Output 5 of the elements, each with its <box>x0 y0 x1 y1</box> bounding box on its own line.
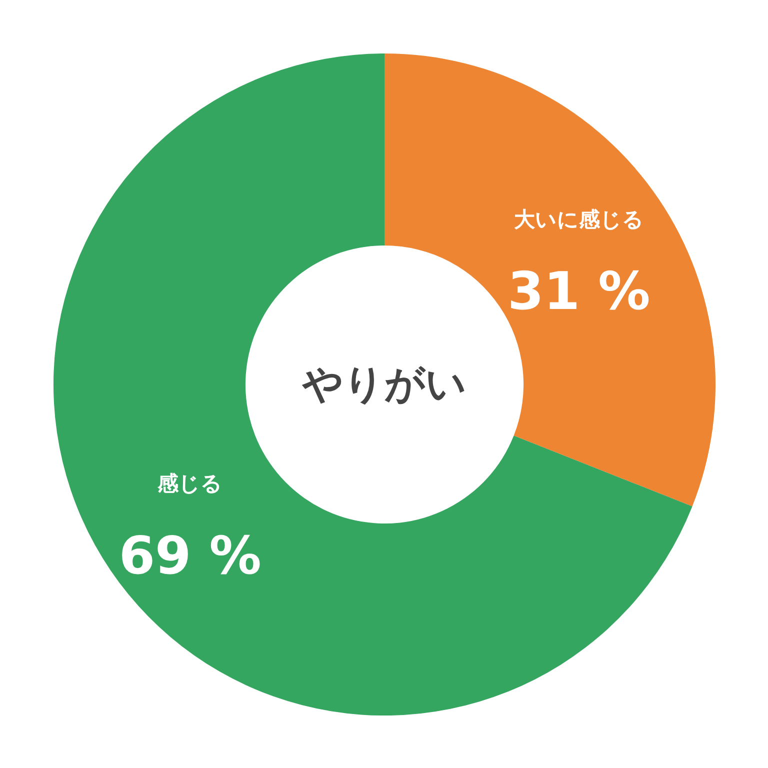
slice-label: 大いに感じる <box>514 207 644 232</box>
data-label: 69 % <box>118 526 262 586</box>
slice-label: 感じる <box>156 472 223 496</box>
data-label: 31 % <box>508 262 650 322</box>
text: やりがい <box>302 362 466 408</box>
